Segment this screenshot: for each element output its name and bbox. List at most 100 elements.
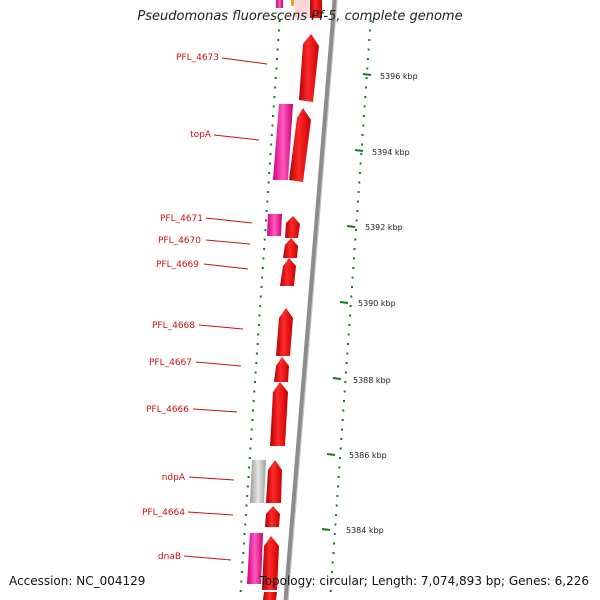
gc-tick bbox=[356, 210, 359, 212]
scale-label: 5396 kbp bbox=[380, 72, 418, 81]
map-title: Pseudomonas fluorescens Pf-5, complete g… bbox=[137, 9, 463, 24]
gc-tick bbox=[239, 590, 242, 592]
gc-tick bbox=[363, 105, 366, 108]
gc-tick bbox=[268, 172, 271, 174]
gene-feature-topa[interactable] bbox=[289, 108, 311, 182]
gene-feature-bottom[interactable] bbox=[263, 592, 277, 600]
gc-tick bbox=[335, 514, 337, 516]
gc-tick bbox=[351, 276, 354, 279]
gc-tick bbox=[263, 248, 266, 250]
gc-tick bbox=[348, 324, 351, 326]
gc-tick bbox=[274, 77, 277, 79]
gc-tick bbox=[266, 200, 269, 203]
gc-tick bbox=[333, 542, 335, 545]
backbone-highlight bbox=[287, 0, 338, 600]
scale-label: 5394 kbp bbox=[372, 148, 410, 157]
gc-tick bbox=[275, 67, 278, 70]
gc-tick bbox=[353, 257, 355, 260]
gc-tick bbox=[264, 229, 267, 231]
gc-skew-track-inner bbox=[239, 20, 281, 592]
gc-tick bbox=[260, 286, 263, 288]
gc-tick bbox=[361, 134, 364, 136]
gc-tick bbox=[245, 504, 248, 507]
gc-tick bbox=[273, 96, 276, 98]
feature-top-blush bbox=[295, 0, 309, 18]
gene-label-pfl4668[interactable]: PFL_4668 bbox=[152, 321, 195, 331]
gene-label-topa[interactable]: topA bbox=[190, 130, 212, 140]
gc-tick bbox=[242, 552, 245, 554]
gc-tick bbox=[341, 419, 344, 421]
gc-tick bbox=[329, 590, 332, 592]
gc-tick bbox=[340, 438, 343, 440]
gc-tick bbox=[259, 305, 262, 307]
gc-tick bbox=[347, 343, 349, 345]
gc-tick bbox=[359, 172, 361, 174]
gc-tick bbox=[357, 200, 359, 203]
gc-tick bbox=[249, 447, 252, 450]
gc-tick bbox=[258, 314, 261, 317]
gc-tick bbox=[259, 295, 262, 298]
genome-backbone bbox=[283, 0, 338, 600]
gc-tick bbox=[345, 371, 347, 374]
gc-tick bbox=[241, 571, 243, 573]
feature-top-red bbox=[310, 0, 322, 18]
gene-labels: PFL_4673 topA PFL_4671 PFL_4670 PFL_4669… bbox=[142, 53, 219, 562]
gene-label-pfl4666[interactable]: PFL_4666 bbox=[146, 405, 189, 415]
gc-tick bbox=[252, 409, 254, 412]
gene-label-pfl4673[interactable]: PFL_4673 bbox=[176, 53, 219, 63]
gc-tick bbox=[255, 352, 258, 355]
gc-tick bbox=[254, 381, 256, 383]
gc-tick bbox=[261, 267, 264, 269]
gene-label-pfl4669[interactable]: PFL_4669 bbox=[156, 260, 199, 270]
gene-label-pfl4671[interactable]: PFL_4671 bbox=[160, 214, 203, 224]
gc-tick bbox=[252, 400, 255, 402]
gene-feature-pfl4673[interactable] bbox=[299, 34, 319, 102]
gc-tick bbox=[278, 20, 281, 22]
gene-feature-pfl4669[interactable] bbox=[280, 258, 296, 286]
gc-tick bbox=[276, 58, 278, 60]
gc-tick bbox=[366, 67, 369, 70]
gene-feature-ndpa[interactable] bbox=[266, 460, 282, 503]
highlight-topa bbox=[273, 104, 293, 180]
rna-ndpa bbox=[250, 460, 266, 503]
gc-tick bbox=[337, 485, 339, 488]
gc-tick bbox=[336, 495, 339, 497]
gene-feature-dnab[interactable] bbox=[262, 536, 279, 590]
gc-tick bbox=[244, 514, 247, 516]
gc-tick bbox=[261, 276, 264, 279]
gc-tick bbox=[254, 371, 257, 374]
gene-label-ndpa[interactable]: ndpA bbox=[162, 473, 186, 483]
gc-tick bbox=[347, 333, 350, 336]
gc-tick bbox=[257, 324, 260, 326]
gc-tick bbox=[341, 428, 343, 431]
gc-tick bbox=[364, 86, 367, 89]
gc-tick bbox=[354, 238, 357, 241]
gene-feature-pfl4664[interactable] bbox=[265, 506, 280, 527]
gc-tick bbox=[343, 390, 346, 393]
gene-label-pfl4664[interactable]: PFL_4664 bbox=[142, 508, 185, 518]
gc-tick bbox=[351, 286, 353, 288]
gc-tick bbox=[362, 115, 365, 117]
gc-tick bbox=[333, 533, 336, 535]
gc-tick bbox=[339, 447, 342, 450]
accession-text: Accession: NC_004129 bbox=[9, 574, 146, 588]
gc-tick bbox=[270, 143, 273, 146]
gc-tick bbox=[369, 20, 372, 22]
gene-feature-pfl4666[interactable] bbox=[270, 382, 288, 446]
gc-tick bbox=[253, 390, 256, 393]
gc-tick bbox=[361, 143, 363, 146]
gc-tick bbox=[360, 153, 363, 155]
gc-tick bbox=[359, 162, 362, 165]
topology-text: Topology: circular; Length: 7,074,893 bp… bbox=[259, 574, 589, 588]
gene-label-pfl4670[interactable]: PFL_4670 bbox=[158, 236, 201, 246]
gc-tick bbox=[241, 561, 244, 564]
gene-feature-pfl4671[interactable] bbox=[285, 216, 300, 238]
gene-label-pfl4667[interactable]: PFL_4667 bbox=[149, 358, 192, 368]
gene-feature-pfl4670[interactable] bbox=[283, 238, 298, 258]
gc-tick bbox=[349, 314, 351, 317]
gene-label-dnab[interactable]: dnaB bbox=[158, 552, 181, 562]
gene-feature-pfl4667[interactable] bbox=[274, 357, 289, 382]
gene-feature-pfl4668[interactable] bbox=[276, 308, 293, 356]
gc-tick bbox=[337, 476, 340, 478]
gc-tick bbox=[248, 466, 251, 469]
